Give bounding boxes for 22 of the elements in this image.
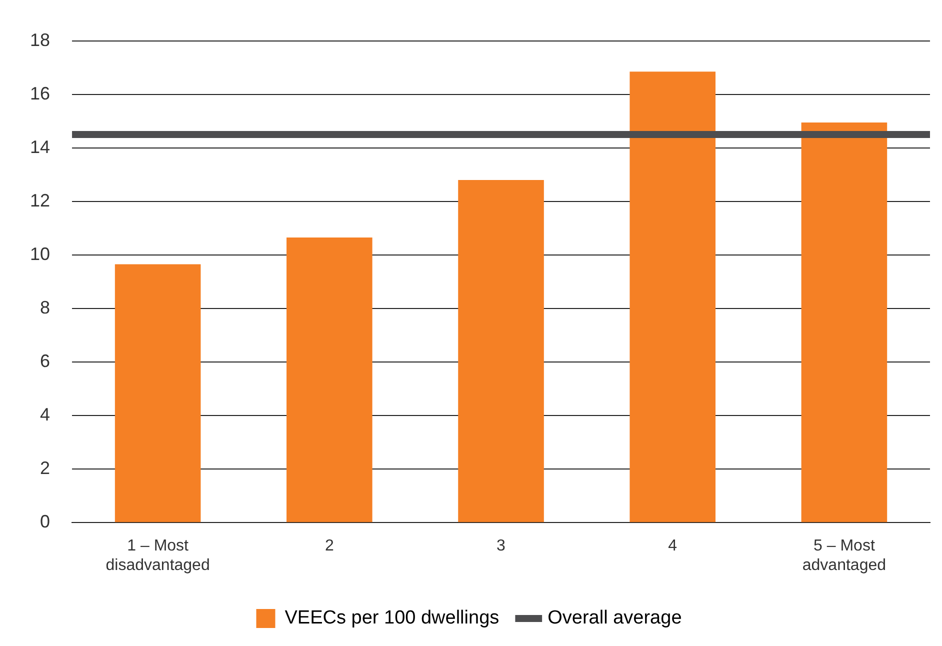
y-tick-label: 0 — [40, 512, 50, 532]
y-tick-label: 18 — [30, 30, 50, 50]
y-tick-label: 6 — [40, 350, 50, 371]
y-tick-label: 12 — [30, 190, 50, 210]
bar — [286, 238, 372, 522]
x-tick-label: 4 — [668, 538, 678, 555]
y-tick-label: 8 — [40, 297, 50, 318]
y-tick-label: 2 — [40, 458, 50, 478]
bar — [114, 264, 201, 522]
bar — [458, 180, 544, 522]
y-tick-label: 10 — [30, 244, 50, 264]
x-tick-label: 5 – Most advantaged — [802, 538, 886, 574]
legend-label: VEECs per 100 dwellings — [284, 608, 500, 629]
x-tick-label: 2 — [324, 538, 334, 555]
y-tick-label: 4 — [40, 404, 50, 424]
bar — [630, 72, 716, 522]
x-tick-label: 3 — [496, 538, 506, 555]
y-tick-label: 14 — [30, 136, 50, 157]
y-tick-label: 16 — [30, 83, 50, 104]
legend-label: Overall average — [548, 608, 682, 629]
x-tick-label: 1 – Most disadvantaged — [106, 538, 210, 574]
bar — [801, 122, 888, 522]
